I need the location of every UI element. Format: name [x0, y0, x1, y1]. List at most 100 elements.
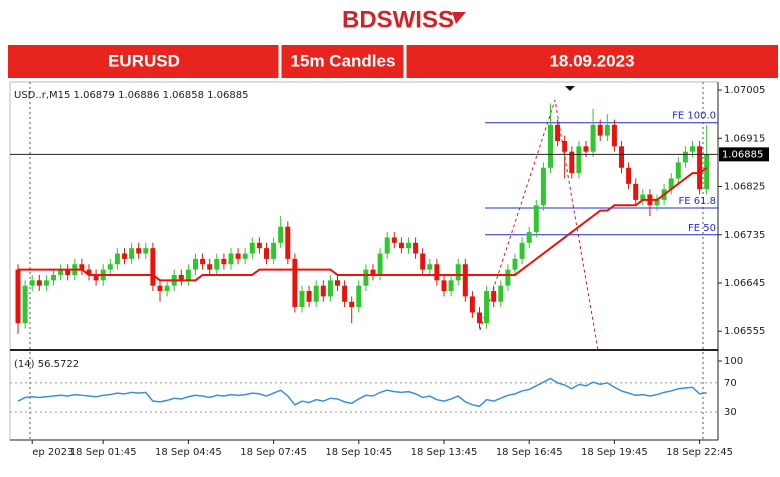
- candle-body: [377, 253, 383, 275]
- candle-body: [576, 146, 582, 174]
- candle-body: [413, 242, 419, 254]
- candle-body: [363, 269, 369, 286]
- candle-body: [320, 285, 326, 297]
- candle-body: [327, 280, 333, 297]
- candle-body: [29, 280, 35, 286]
- fibo-level-label: FE 100.0: [672, 111, 716, 122]
- marker: [565, 86, 575, 91]
- candle-body: [136, 248, 142, 254]
- candle-body: [122, 253, 127, 259]
- candle-body: [533, 205, 539, 233]
- candle-body: [675, 162, 681, 179]
- moving-average: [18, 166, 708, 282]
- y-tick-label: 1.06825: [724, 182, 765, 193]
- candle-body: [448, 280, 454, 292]
- header-bar: [8, 45, 778, 78]
- x-tick-label: 18 Sep 13:45: [411, 447, 478, 458]
- candle-body: [313, 285, 319, 302]
- candle-body: [228, 253, 234, 265]
- candle-body: [342, 285, 348, 302]
- candle-body: [93, 274, 99, 281]
- current-price-box: [719, 147, 769, 162]
- candle-body: [548, 124, 553, 168]
- candle-body: [455, 264, 461, 281]
- candle-body: [271, 242, 277, 259]
- candle-body: [22, 285, 28, 324]
- candle-body: [619, 146, 624, 168]
- candle-body: [356, 285, 362, 308]
- candle-body: [335, 280, 340, 286]
- candle-body: [540, 167, 546, 206]
- timeframe: 15m Candles: [291, 51, 396, 70]
- candle-body: [391, 237, 397, 243]
- candle-body: [299, 291, 305, 308]
- candle-body: [519, 242, 525, 259]
- candle-body: [427, 264, 433, 270]
- rsi-label: (14) 56.5722: [14, 359, 79, 370]
- date: 18.09.2023: [549, 51, 634, 70]
- rsi-tick-label: 30: [724, 407, 737, 418]
- candle-body: [129, 248, 135, 259]
- candle-body: [107, 264, 113, 270]
- candle-body: [256, 242, 262, 249]
- x-tick-label: 18 Sep 19:45: [581, 447, 648, 458]
- info-line: USD..r,M15 1.06879 1.06886 1.06858 1.068…: [14, 90, 249, 101]
- candle-body: [697, 146, 703, 190]
- candle-body: [498, 285, 504, 302]
- candle-body: [484, 291, 490, 324]
- candle-body: [633, 183, 639, 200]
- candle-body: [668, 178, 674, 190]
- rsi-tick-label: 100: [724, 356, 743, 367]
- candle-body: [406, 242, 411, 249]
- candle-body: [58, 269, 64, 275]
- x-tick-label: 18 Sep 04:45: [155, 447, 222, 458]
- candle-body: [611, 124, 617, 147]
- x-tick-label: 18 Sep 07:45: [240, 447, 307, 458]
- y-tick-label: 1.06555: [724, 326, 765, 337]
- candle-body: [370, 269, 376, 275]
- candle-body: [235, 253, 241, 259]
- rsi-tick-label: 70: [724, 378, 737, 389]
- y-tick-label: 1.06645: [724, 278, 765, 289]
- candle-body: [178, 274, 184, 281]
- candle-body: [15, 269, 21, 324]
- candle-body: [491, 291, 497, 302]
- fibo-level-label: FE 50: [688, 223, 716, 234]
- rsi-plot: [17, 377, 707, 408]
- candle-body: [36, 280, 42, 286]
- fibo-level-label: FE 61.8: [678, 196, 716, 207]
- candle-body: [626, 167, 632, 184]
- candle-body: [654, 199, 660, 206]
- candle-body: [242, 253, 248, 259]
- candle-body: [43, 280, 49, 286]
- y-tick-label: 1.06735: [724, 230, 765, 241]
- candle-body: [604, 124, 610, 136]
- logo-mark: [452, 12, 466, 24]
- candle-body: [434, 264, 440, 281]
- candle-body: [569, 151, 575, 174]
- candle-body: [164, 285, 170, 292]
- candle-body: [583, 146, 589, 152]
- candle-body: [349, 301, 355, 308]
- candle-body: [264, 248, 269, 259]
- x-tick-label: ep 2023: [32, 447, 73, 458]
- candle-body: [193, 258, 198, 270]
- candle-body: [200, 258, 206, 265]
- candle-body: [682, 151, 688, 163]
- candle-body: [562, 140, 568, 152]
- rsi-line: [17, 377, 707, 408]
- candle-body: [150, 248, 156, 286]
- candle-body: [278, 226, 284, 243]
- x-tick-label: 18 Sep 22:45: [666, 447, 733, 458]
- candle-body: [420, 253, 426, 270]
- y-tick-label: 1.07005: [724, 85, 765, 96]
- current-price-label: 1.06885: [722, 149, 763, 160]
- candle-body: [597, 124, 603, 136]
- symbol: EURUSD: [108, 51, 180, 70]
- price-plot: FE 100.0 FE 61.8 FE 50: [15, 103, 718, 334]
- candle-body: [86, 269, 92, 275]
- candle-body: [79, 264, 85, 270]
- candle-body: [690, 146, 695, 152]
- x-tick-label: 18 Sep 10:45: [325, 447, 392, 458]
